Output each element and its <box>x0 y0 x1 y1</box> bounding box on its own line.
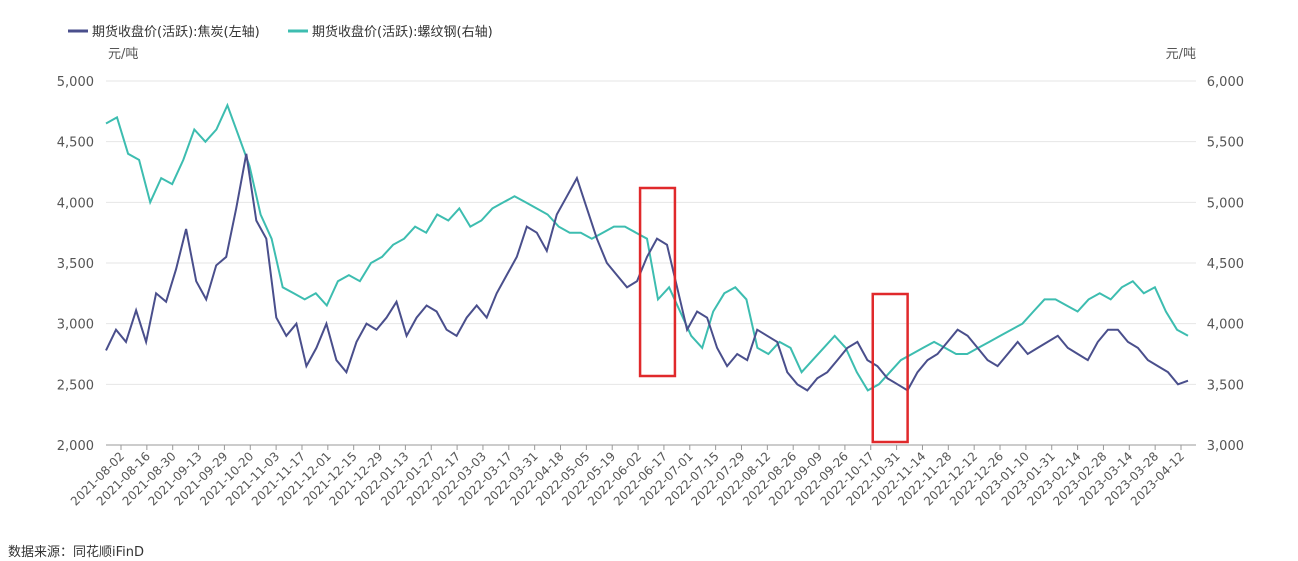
legend: 期货收盘价(活跃):焦炭(左轴) 期货收盘价(活跃):螺纹钢(右轴) <box>68 24 493 40</box>
legend-label-rebar: 期货收盘价(活跃):螺纹钢(右轴) <box>312 24 493 40</box>
right-tick-label: 5,000 <box>1207 196 1244 211</box>
left-axis-unit: 元/吨 <box>108 47 138 62</box>
right-axis-ticks: 3,000 3,500 4,000 4,500 5,000 5,500 6,000 <box>1207 75 1244 454</box>
left-tick-label: 3,500 <box>57 257 94 272</box>
right-tick-label: 4,500 <box>1207 257 1244 272</box>
right-tick-label: 3,500 <box>1207 378 1244 393</box>
highlight-box <box>871 292 909 444</box>
right-tick-label: 4,000 <box>1207 318 1244 333</box>
legend-item-coke[interactable]: 期货收盘价(活跃):焦炭(左轴) <box>68 24 260 40</box>
left-tick-label: 2,000 <box>57 439 94 454</box>
highlight-box <box>638 186 677 378</box>
data-source-note: 数据来源：同花顺iFinD <box>8 545 145 560</box>
x-axis-ticks: 2021-08-022021-08-162021-08-302021-09-13… <box>68 445 1187 508</box>
left-tick-label: 3,000 <box>57 318 94 333</box>
left-tick-label: 2,500 <box>57 378 94 393</box>
right-tick-label: 3,000 <box>1207 439 1244 454</box>
left-axis-ticks: 2,000 2,500 3,000 3,500 4,000 4,500 5,000 <box>57 75 94 454</box>
left-tick-label: 4,500 <box>57 136 94 151</box>
right-axis-unit: 元/吨 <box>1166 47 1196 62</box>
legend-label-coke: 期货收盘价(活跃):焦炭(左轴) <box>92 24 260 40</box>
left-tick-label: 4,000 <box>57 196 94 211</box>
right-tick-label: 5,500 <box>1207 136 1244 151</box>
legend-item-rebar[interactable]: 期货收盘价(活跃):螺纹钢(右轴) <box>288 24 493 40</box>
left-tick-label: 5,000 <box>57 75 94 90</box>
series-line-rebar <box>105 102 1189 392</box>
series-line-coke <box>105 153 1189 392</box>
right-tick-label: 6,000 <box>1207 75 1244 90</box>
highlight-boxes <box>638 186 909 444</box>
